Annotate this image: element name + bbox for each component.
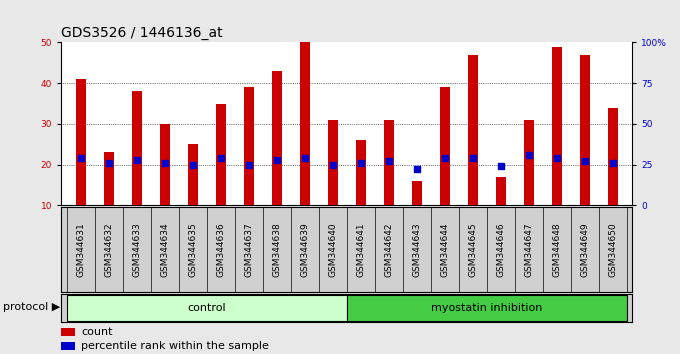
Point	[299, 155, 310, 161]
Point	[524, 152, 534, 158]
Text: control: control	[188, 303, 226, 313]
Text: GSM344635: GSM344635	[188, 222, 197, 277]
Bar	[328, 120, 338, 205]
Bar	[244, 87, 254, 205]
Point	[579, 159, 590, 164]
Bar	[132, 91, 141, 205]
Point	[439, 155, 450, 161]
Point	[551, 155, 562, 161]
Bar	[61, 343, 75, 350]
Text: count: count	[81, 327, 113, 337]
Point	[467, 155, 478, 161]
Bar	[67, 295, 347, 321]
Bar	[347, 295, 627, 321]
Text: GDS3526 / 1446136_at: GDS3526 / 1446136_at	[61, 26, 223, 40]
Bar	[188, 144, 198, 205]
Point	[188, 162, 199, 167]
Point	[271, 157, 282, 162]
Bar	[496, 177, 506, 205]
Text: GSM344647: GSM344647	[524, 222, 533, 277]
Text: GSM344632: GSM344632	[104, 222, 114, 277]
Text: percentile rank within the sample: percentile rank within the sample	[81, 342, 269, 352]
Point	[607, 160, 618, 166]
Text: GSM344633: GSM344633	[133, 222, 141, 277]
Point	[384, 159, 394, 164]
Text: GSM344649: GSM344649	[580, 222, 590, 277]
Text: GSM344638: GSM344638	[272, 222, 282, 277]
Bar	[608, 108, 617, 205]
Text: GSM344640: GSM344640	[328, 222, 337, 277]
Text: GSM344641: GSM344641	[356, 222, 365, 277]
Point	[103, 160, 114, 166]
Text: GSM344631: GSM344631	[76, 222, 85, 277]
Bar	[440, 87, 449, 205]
Bar	[216, 104, 226, 205]
Point	[411, 167, 422, 172]
Point	[243, 162, 254, 167]
Text: GSM344637: GSM344637	[244, 222, 253, 277]
Bar	[272, 71, 282, 205]
Point	[356, 160, 367, 166]
Text: myostatin inhibition: myostatin inhibition	[431, 303, 543, 313]
Text: protocol ▶: protocol ▶	[3, 302, 61, 312]
Point	[75, 155, 86, 161]
Point	[216, 155, 226, 161]
Text: GSM344639: GSM344639	[301, 222, 309, 277]
Bar	[76, 79, 86, 205]
Text: GSM344643: GSM344643	[412, 222, 422, 277]
Bar	[412, 181, 422, 205]
Text: GSM344650: GSM344650	[609, 222, 617, 277]
Point	[495, 164, 506, 169]
Bar	[384, 120, 394, 205]
Text: GSM344645: GSM344645	[469, 222, 477, 277]
Text: GSM344634: GSM344634	[160, 222, 169, 277]
Bar	[524, 120, 534, 205]
Text: GSM344636: GSM344636	[216, 222, 225, 277]
Bar	[160, 124, 170, 205]
Text: GSM344644: GSM344644	[441, 222, 449, 277]
Point	[327, 162, 338, 167]
Bar	[61, 328, 75, 336]
Point	[159, 160, 170, 166]
Bar	[552, 47, 562, 205]
Bar	[104, 152, 114, 205]
Bar	[468, 55, 477, 205]
Text: GSM344642: GSM344642	[384, 222, 393, 277]
Text: GSM344646: GSM344646	[496, 222, 505, 277]
Bar	[356, 140, 366, 205]
Bar	[580, 55, 590, 205]
Point	[131, 157, 142, 162]
Bar	[300, 42, 309, 205]
Text: GSM344648: GSM344648	[552, 222, 561, 277]
